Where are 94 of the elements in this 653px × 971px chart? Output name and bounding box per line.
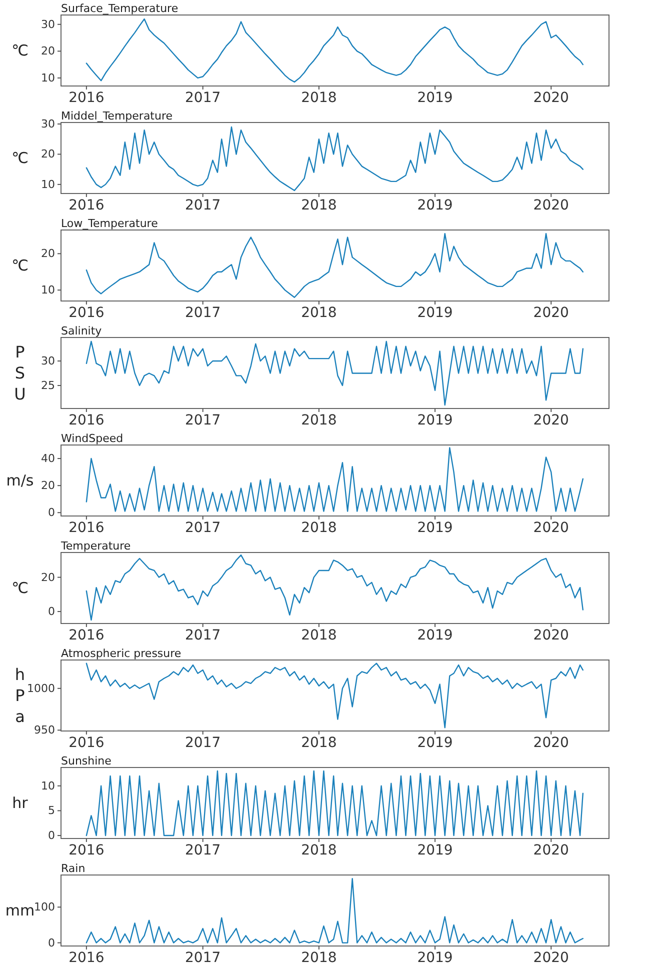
x-tick-label: 2020 <box>533 412 569 428</box>
y-tick-label: 10 <box>41 284 55 297</box>
y-axis-title: ℃ <box>12 256 28 274</box>
y-tick-label: 950 <box>34 724 55 737</box>
y-tick-label: 20 <box>41 570 55 584</box>
line-series <box>86 662 584 728</box>
x-tick-label: 2016 <box>68 198 104 214</box>
chart-title: Middel_Temperature <box>61 110 173 122</box>
chart-title: Low_Temperature <box>61 217 158 230</box>
x-tick-label: 2019 <box>417 520 453 536</box>
x-tick-label: 2020 <box>533 520 569 536</box>
y-tick-label: 10 <box>41 71 55 84</box>
x-tick-label: 2017 <box>185 950 221 966</box>
x-tick-label: 2019 <box>417 735 453 751</box>
x-tick-label: 2019 <box>417 412 453 428</box>
x-tick-label: 2018 <box>301 842 337 858</box>
y-tick-label: 10 <box>41 178 55 191</box>
y-tick-label: 30 <box>41 18 55 31</box>
y-tick-label: 0 <box>48 506 55 520</box>
x-tick-label: 2018 <box>301 628 337 644</box>
chart-title: Surface_Temperature <box>61 2 178 15</box>
x-tick-label: 2020 <box>533 842 569 858</box>
x-tick-label: 2018 <box>301 90 337 106</box>
x-tick-label: 2018 <box>301 412 337 428</box>
x-tick-label: 2018 <box>301 198 337 214</box>
x-tick-label: 2017 <box>185 842 221 858</box>
y-tick-label: 1000 <box>27 682 55 695</box>
y-axis-title: m/s <box>6 472 34 490</box>
y-tick-label: 5 <box>48 804 55 818</box>
y-axis-title: ℃ <box>12 579 28 597</box>
x-tick-label: 2017 <box>185 305 221 321</box>
x-tick-label: 2020 <box>533 950 569 966</box>
x-tick-label: 2016 <box>68 735 104 751</box>
y-axis-title: P S U <box>14 342 26 404</box>
x-tick-label: 2019 <box>417 305 453 321</box>
y-tick-label: 0 <box>48 829 55 842</box>
y-tick-label: 10 <box>41 779 55 792</box>
y-tick-label: 100 <box>34 900 55 914</box>
line-series <box>86 340 584 406</box>
y-tick-label: 20 <box>41 44 55 58</box>
x-tick-label: 2016 <box>68 950 104 966</box>
x-tick-label: 2020 <box>533 628 569 644</box>
y-tick-label: 30 <box>41 118 55 131</box>
x-tick-label: 2017 <box>185 412 221 428</box>
chart-title: WindSpeed <box>61 432 124 445</box>
line-series <box>86 554 584 621</box>
x-tick-label: 2018 <box>301 735 337 751</box>
x-tick-label: 2020 <box>533 198 569 214</box>
x-tick-label: 2019 <box>417 198 453 214</box>
x-tick-label: 2020 <box>533 305 569 321</box>
y-tick-label: 20 <box>41 247 55 260</box>
line-series <box>86 233 584 298</box>
y-axis-title: ℃ <box>12 149 28 167</box>
y-tick-label: 25 <box>41 378 55 392</box>
x-tick-label: 2016 <box>68 628 104 644</box>
y-axis-title: ℃ <box>12 42 28 60</box>
y-axis-title: mm <box>5 902 35 920</box>
chart-title: Atmospheric pressure <box>61 647 182 660</box>
x-tick-label: 2017 <box>185 198 221 214</box>
x-tick-label: 2019 <box>417 628 453 644</box>
line-series <box>86 770 584 836</box>
x-tick-label: 2018 <box>301 520 337 536</box>
x-tick-label: 2017 <box>185 735 221 751</box>
y-tick-label: 30 <box>41 354 55 368</box>
x-tick-label: 2018 <box>301 305 337 321</box>
y-axis-title: hr <box>12 794 29 812</box>
x-tick-label: 2018 <box>301 950 337 966</box>
x-tick-label: 2017 <box>185 90 221 106</box>
x-tick-label: 2020 <box>533 735 569 751</box>
y-tick-label: 20 <box>41 148 55 161</box>
y-tick-label: 0 <box>48 936 55 950</box>
y-tick-label: 0 <box>48 605 55 618</box>
line-series <box>86 126 584 192</box>
x-tick-label: 2016 <box>68 842 104 858</box>
x-tick-label: 2017 <box>185 628 221 644</box>
chart-title: Rain <box>61 862 86 875</box>
x-tick-label: 2016 <box>68 412 104 428</box>
x-tick-label: 2019 <box>417 950 453 966</box>
x-tick-label: 2017 <box>185 520 221 536</box>
chart-title: Temperature <box>60 540 131 552</box>
chart-title: Salinity <box>61 324 102 338</box>
line-series <box>86 878 584 944</box>
y-tick-label: 40 <box>41 452 55 466</box>
x-tick-label: 2019 <box>417 90 453 106</box>
x-tick-label: 2019 <box>417 842 453 858</box>
line-series <box>86 447 584 512</box>
x-tick-label: 2016 <box>68 90 104 106</box>
x-tick-label: 2016 <box>68 520 104 536</box>
x-tick-label: 2020 <box>533 90 569 106</box>
chart-title: Sunshine <box>61 754 112 768</box>
x-tick-label: 2016 <box>68 305 104 321</box>
line-series <box>86 18 584 83</box>
y-tick-label: 20 <box>41 479 55 492</box>
y-axis-title: h P a <box>14 665 26 726</box>
